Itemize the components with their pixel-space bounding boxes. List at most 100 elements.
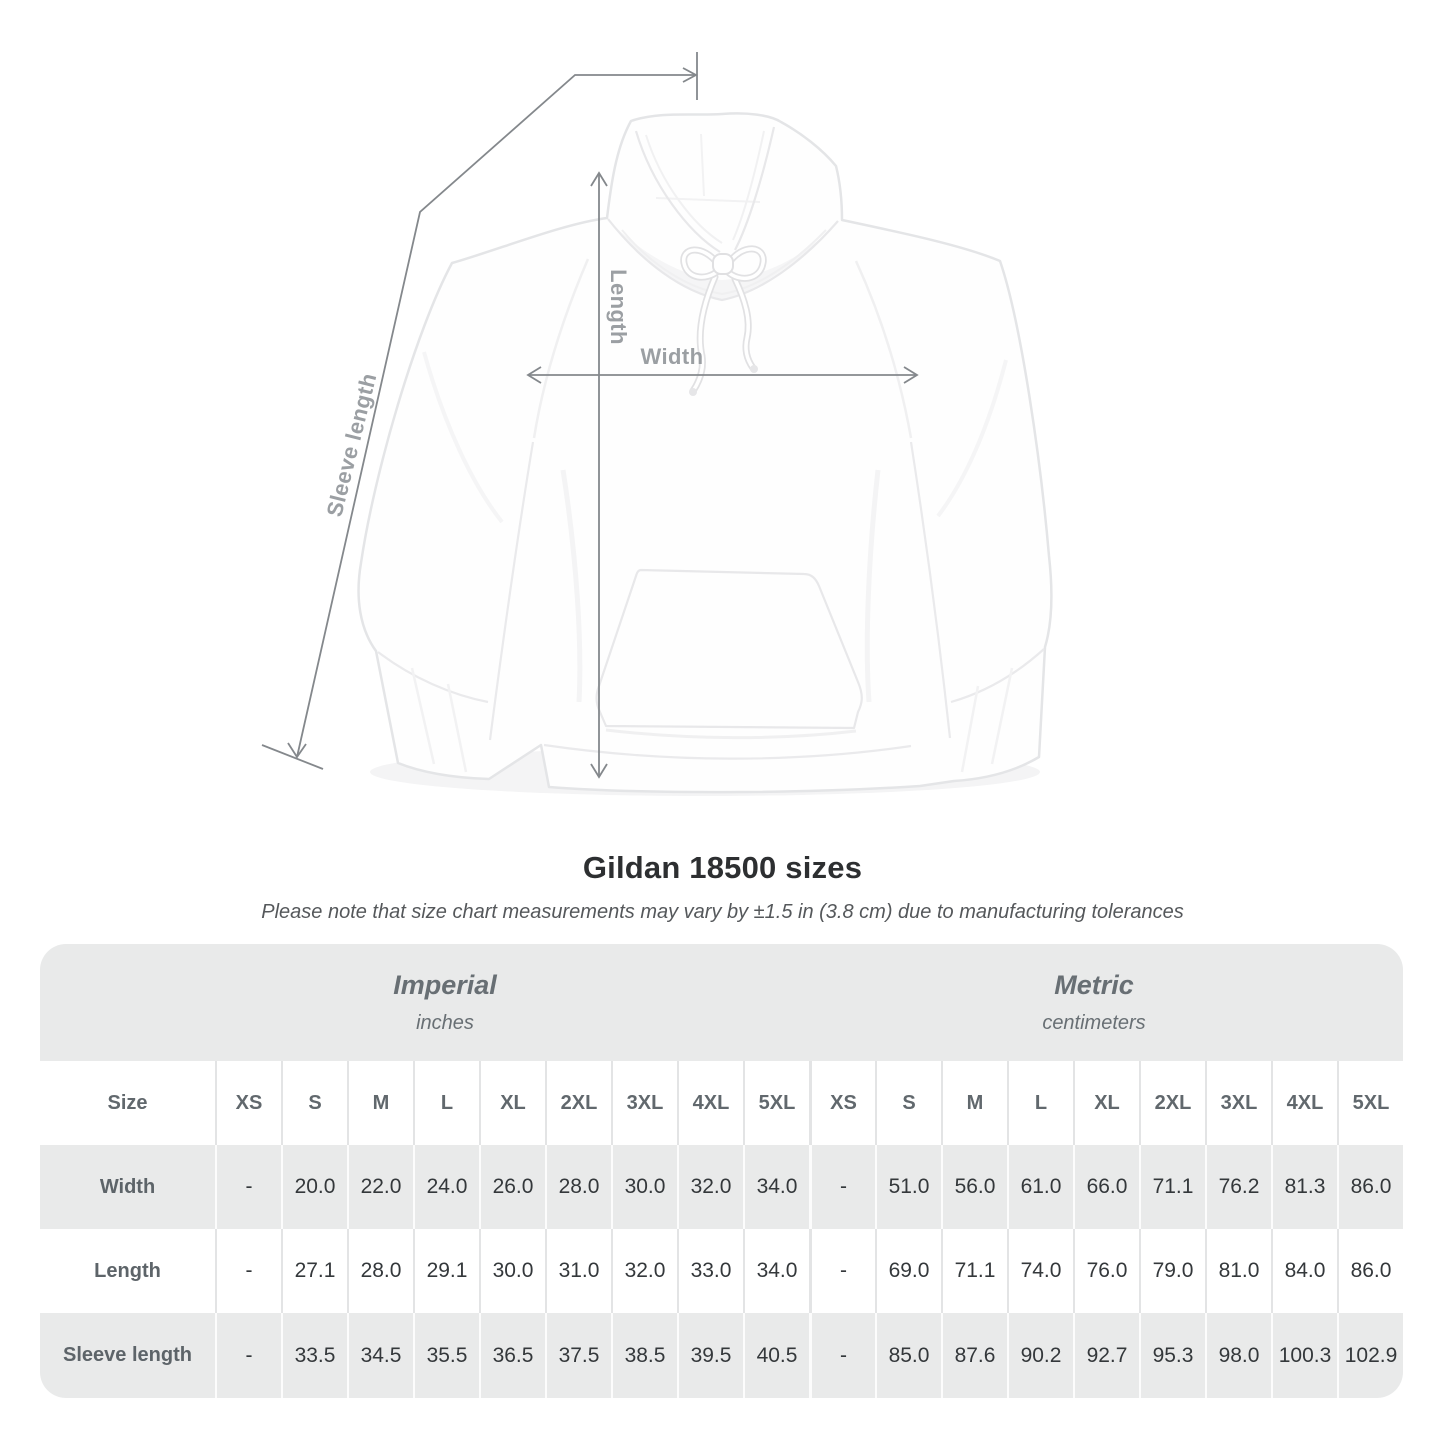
imperial-unit-header: Imperial inches: [393, 944, 497, 1061]
size-header-cell: L: [413, 1061, 479, 1145]
value-cell: 69.0: [875, 1229, 941, 1313]
value-cell: 85.0: [875, 1313, 941, 1398]
hoodie-measurement-diagram: Width Length Sleeve length: [261, 52, 1053, 796]
value-cell: 29.1: [413, 1229, 479, 1313]
value-cell: 86.0: [1337, 1229, 1403, 1313]
value-cell: 61.0: [1007, 1145, 1073, 1229]
value-cell: 22.0: [347, 1145, 413, 1229]
heading-block: Gildan 18500 sizes Please note that size…: [0, 850, 1445, 924]
value-cell: 33.0: [677, 1229, 743, 1313]
value-cell: 86.0: [1337, 1145, 1403, 1229]
size-chart-table: Imperial inches Metric centimeters Size …: [40, 944, 1403, 1398]
size-header-cell: XL: [479, 1061, 545, 1145]
size-header-cell: 2XL: [545, 1061, 611, 1145]
value-cell: 76.0: [1073, 1229, 1139, 1313]
length-dimension-label: Length: [606, 269, 631, 345]
value-cell: 98.0: [1205, 1313, 1271, 1398]
measurement-arrows: [261, 52, 919, 779]
value-cell: 79.0: [1139, 1229, 1205, 1313]
drawstring-bow: [680, 245, 767, 396]
size-header-cell: 3XL: [1205, 1061, 1271, 1145]
size-header-cell: M: [347, 1061, 413, 1145]
value-cell: 92.7: [1073, 1313, 1139, 1398]
value-cell: 24.0: [413, 1145, 479, 1229]
size-header-cell: 5XL: [1337, 1061, 1403, 1145]
value-cell: -: [215, 1313, 281, 1398]
width-dimension-label: Width: [640, 344, 704, 369]
sleeve-bottom-tick: [261, 744, 324, 770]
row-label-cell: Size: [40, 1061, 215, 1145]
value-cell: 71.1: [1139, 1145, 1205, 1229]
size-header-cell: 3XL: [611, 1061, 677, 1145]
value-cell: 34.5: [347, 1313, 413, 1398]
value-cell: 34.0: [743, 1145, 809, 1229]
hoodie-artwork: [357, 112, 1053, 796]
size-header-cell: S: [281, 1061, 347, 1145]
size-label: Size: [107, 1091, 148, 1114]
value-cell: 30.0: [611, 1145, 677, 1229]
size-header-cell: S: [875, 1061, 941, 1145]
value-cell: 33.5: [281, 1313, 347, 1398]
imperial-subtitle: inches: [416, 1012, 474, 1034]
unit-header-band: Imperial inches Metric centimeters: [40, 944, 1403, 1061]
size-header-cell: XL: [1073, 1061, 1139, 1145]
value-cell: 102.9: [1337, 1313, 1403, 1398]
row-label-cell: Width: [99, 1175, 156, 1198]
value-cell: -: [809, 1145, 875, 1229]
value-cell: 74.0: [1007, 1229, 1073, 1313]
size-header-cell: L: [1007, 1061, 1073, 1145]
value-cell: 37.5: [545, 1313, 611, 1398]
value-cell: -: [215, 1145, 281, 1229]
value-cell: 32.0: [677, 1145, 743, 1229]
value-cell: 27.1: [281, 1229, 347, 1313]
value-cell: 32.0: [611, 1229, 677, 1313]
value-cell: 71.1: [941, 1229, 1007, 1313]
value-cell: 40.5: [743, 1313, 809, 1398]
value-cell: 100.3: [1271, 1313, 1337, 1398]
value-cell: 95.3: [1139, 1313, 1205, 1398]
value-cell: -: [215, 1229, 281, 1313]
sleeve-length-line: [296, 74, 697, 758]
value-cell: 39.5: [677, 1313, 743, 1398]
value-cell: 31.0: [545, 1229, 611, 1313]
value-cell: 34.0: [743, 1229, 809, 1313]
value-cell: -: [809, 1229, 875, 1313]
metric-unit-header: Metric centimeters: [1042, 944, 1145, 1061]
metric-title: Metric: [1054, 970, 1134, 1000]
value-cell: 90.2: [1007, 1313, 1073, 1398]
size-header-row: Size XS S M L XL 2XL 3XL 4XL 5XL XS S M …: [40, 1061, 1403, 1145]
size-header-cell: XS: [215, 1061, 281, 1145]
value-cell: -: [809, 1313, 875, 1398]
value-cell: 56.0: [941, 1145, 1007, 1229]
size-header-cell: 4XL: [1271, 1061, 1337, 1145]
value-cell: 76.2: [1205, 1145, 1271, 1229]
value-cell: 30.0: [479, 1229, 545, 1313]
value-cell: 81.3: [1271, 1145, 1337, 1229]
metric-subtitle: centimeters: [1042, 1012, 1146, 1034]
imperial-title: Imperial: [393, 970, 497, 1000]
value-cell: 81.0: [1205, 1229, 1271, 1313]
value-cell: 38.5: [611, 1313, 677, 1398]
value-cell: 28.0: [347, 1229, 413, 1313]
size-header-cell: 2XL: [1139, 1061, 1205, 1145]
table-row-length: Length - 27.1 28.0 29.1 30.0 31.0 32.0 3…: [40, 1229, 1403, 1313]
value-cell: 84.0: [1271, 1229, 1337, 1313]
page-title: Gildan 18500 sizes: [582, 850, 863, 885]
value-cell: 36.5: [479, 1313, 545, 1398]
row-label-cell: Sleeve length: [63, 1344, 192, 1366]
size-header-cell: 5XL: [743, 1061, 809, 1145]
value-cell: 35.5: [413, 1313, 479, 1398]
size-header-cell: M: [941, 1061, 1007, 1145]
tolerance-note: Please note that size chart measurements…: [261, 901, 1184, 923]
value-cell: 28.0: [545, 1145, 611, 1229]
value-cell: 51.0: [875, 1145, 941, 1229]
table-row-width: Width - 20.0 22.0 24.0 26.0 28.0 30.0 32…: [40, 1145, 1403, 1229]
value-cell: 20.0: [281, 1145, 347, 1229]
hoodie-diagram-svg: [261, 52, 1053, 796]
value-cell: 26.0: [479, 1145, 545, 1229]
value-cell: 66.0: [1073, 1145, 1139, 1229]
size-header-cell: 4XL: [677, 1061, 743, 1145]
value-cell: 87.6: [941, 1313, 1007, 1398]
row-label-cell: Length: [94, 1259, 161, 1282]
table-row-sleeve-length: Sleeve length - 33.5 34.5 35.5 36.5 37.5…: [40, 1313, 1403, 1398]
